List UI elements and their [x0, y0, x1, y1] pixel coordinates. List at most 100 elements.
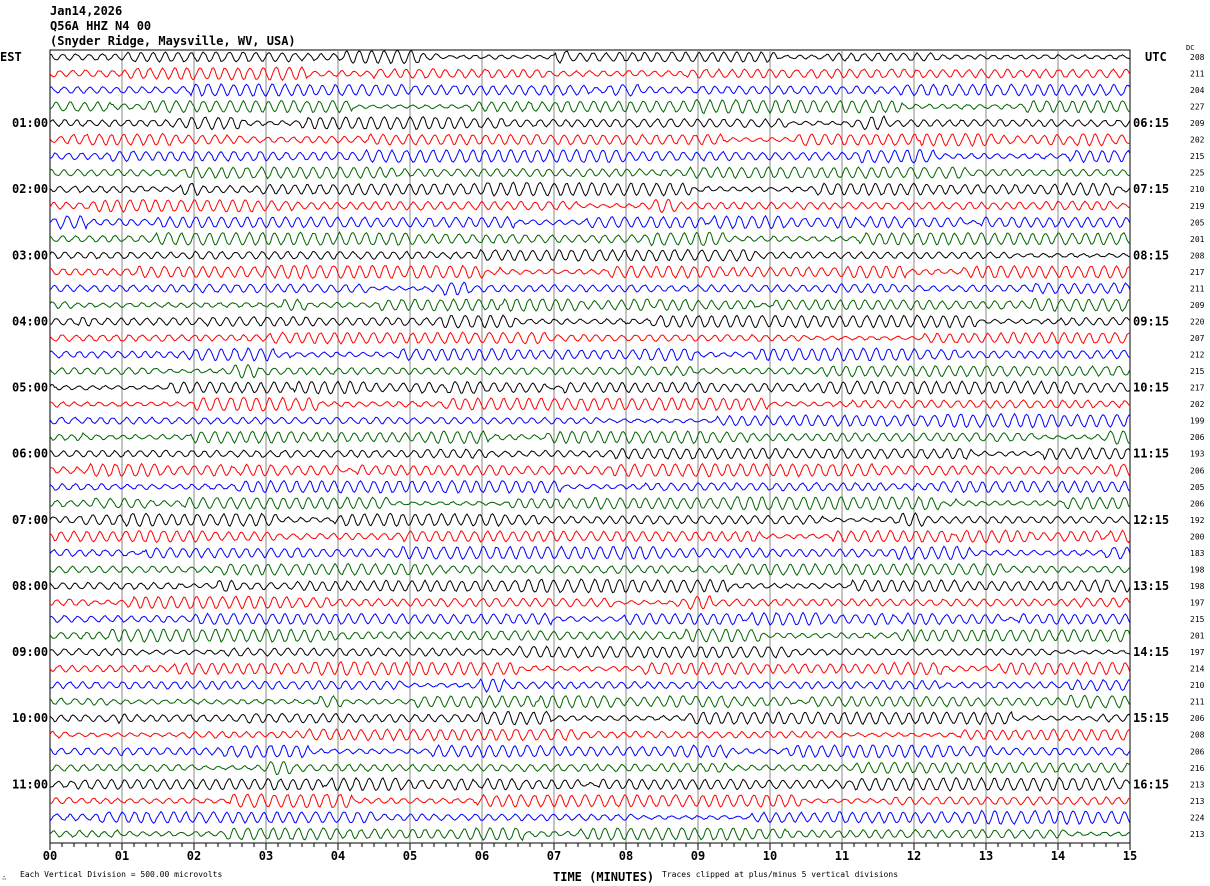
station-label: Q56A HHZ N4 00: [50, 19, 152, 33]
dc-value: 201: [1190, 235, 1205, 244]
dc-value: 209: [1190, 301, 1205, 310]
dc-value: 213: [1190, 797, 1205, 806]
x-tick-label: 15: [1123, 849, 1137, 863]
trace-line-17: [49, 331, 1131, 345]
dc-value: 210: [1190, 185, 1205, 194]
x-tick-label: 06: [475, 849, 489, 863]
utc-hour-label: 12:15: [1133, 513, 1169, 527]
dc-value: 198: [1190, 565, 1205, 574]
trace-line-35: [49, 628, 1131, 643]
trace-line-3: [49, 98, 1131, 115]
trace-line-44: [49, 776, 1131, 792]
dc-value: 210: [1190, 681, 1205, 690]
dc-value: 217: [1190, 268, 1205, 277]
est-hour-label: 09:00: [12, 645, 48, 659]
trace-line-29: [49, 529, 1131, 544]
x-tick-label: 02: [187, 849, 201, 863]
trace-line-31: [49, 562, 1131, 577]
trace-line-15: [49, 297, 1131, 313]
dc-value: 206: [1190, 747, 1205, 756]
trace-line-47: [49, 827, 1131, 842]
dc-value: 215: [1190, 615, 1205, 624]
dc-value: 202: [1190, 400, 1205, 409]
trace-line-42: [49, 744, 1131, 759]
utc-label: UTC: [1145, 50, 1167, 64]
est-hour-label: 11:00: [12, 777, 48, 791]
utc-hour-label: 10:15: [1133, 381, 1169, 395]
dc-value: 212: [1190, 351, 1205, 360]
trace-line-28: [49, 512, 1131, 528]
dc-value: 193: [1190, 450, 1205, 459]
dc-value: 215: [1190, 152, 1205, 161]
dc-value: 213: [1190, 780, 1205, 789]
location-label: (Snyder Ridge, Maysville, WV, USA): [50, 34, 296, 48]
x-tick-label: 10: [763, 849, 777, 863]
x-tick-label: 01: [115, 849, 129, 863]
dc-value: 208: [1190, 53, 1205, 62]
dc-value: 197: [1190, 648, 1205, 657]
trace-line-14: [49, 281, 1131, 296]
trace-line-13: [49, 264, 1131, 280]
x-tick-label: 11: [835, 849, 849, 863]
dc-value: 200: [1190, 532, 1205, 541]
dc-value: 206: [1190, 466, 1205, 475]
utc-hour-label: 06:15: [1133, 116, 1169, 130]
trace-line-10: [49, 214, 1131, 231]
est-hour-label: 07:00: [12, 513, 48, 527]
dc-value: 219: [1190, 202, 1205, 211]
utc-hour-label: 15:15: [1133, 711, 1169, 725]
dc-value: 220: [1190, 317, 1205, 326]
dc-value: 217: [1190, 384, 1205, 393]
trace-line-27: [49, 495, 1131, 511]
x-tick-label: 09: [691, 849, 705, 863]
trace-line-5: [49, 132, 1131, 147]
utc-hour-label: 16:15: [1133, 777, 1169, 791]
utc-hour-label: 09:15: [1133, 314, 1169, 328]
dc-value: 198: [1190, 582, 1205, 591]
dc-value: 206: [1190, 714, 1205, 723]
dc-value: 227: [1190, 103, 1205, 112]
trace-line-16: [49, 314, 1131, 329]
est-hour-label: 06:00: [12, 447, 48, 461]
trace-line-38: [49, 678, 1130, 694]
trace-line-22: [49, 412, 1131, 429]
clip-note: Traces clipped at plus/minus 5 vertical …: [662, 870, 898, 879]
trace-line-4: [49, 115, 1131, 131]
dc-value: 213: [1190, 830, 1205, 839]
x-tick-label: 07: [547, 849, 561, 863]
trace-line-34: [49, 611, 1131, 626]
est-hour-label: 04:00: [12, 314, 48, 328]
trace-line-25: [49, 462, 1131, 478]
est-hour-label: 10:00: [12, 711, 48, 725]
dc-value: 192: [1190, 516, 1205, 525]
dc-value: 205: [1190, 218, 1205, 227]
dc-value: 211: [1190, 284, 1205, 293]
corner-mark: ∴: [2, 874, 6, 882]
trace-line-12: [49, 248, 1131, 262]
dc-value: 208: [1190, 731, 1205, 740]
utc-hour-label: 13:15: [1133, 579, 1169, 593]
trace-line-24: [49, 447, 1131, 461]
trace-line-43: [50, 760, 1131, 776]
trace-line-18: [49, 347, 1131, 362]
trace-line-21: [49, 396, 1131, 412]
dc-value: 216: [1190, 764, 1205, 773]
trace-line-36: [49, 645, 1131, 659]
trace-line-11: [49, 231, 1131, 247]
scale-note: Each Vertical Division = 500.00 microvol…: [20, 870, 222, 879]
trace-line-41: [49, 728, 1131, 742]
dc-value: 211: [1190, 70, 1205, 79]
dc-value: 207: [1190, 334, 1205, 343]
dc-value: 183: [1190, 549, 1205, 558]
date-label: Jan14,2026: [50, 4, 123, 18]
est-hour-label: 03:00: [12, 248, 48, 262]
x-tick-label: 12: [907, 849, 921, 863]
est-hour-label: 01:00: [12, 116, 48, 130]
dc-value: 199: [1190, 417, 1205, 426]
x-tick-label: 05: [403, 849, 417, 863]
dc-value: 206: [1190, 433, 1205, 442]
trace-line-40: [49, 710, 1131, 726]
trace-line-1: [49, 66, 1131, 82]
dc-value: 209: [1190, 119, 1205, 128]
